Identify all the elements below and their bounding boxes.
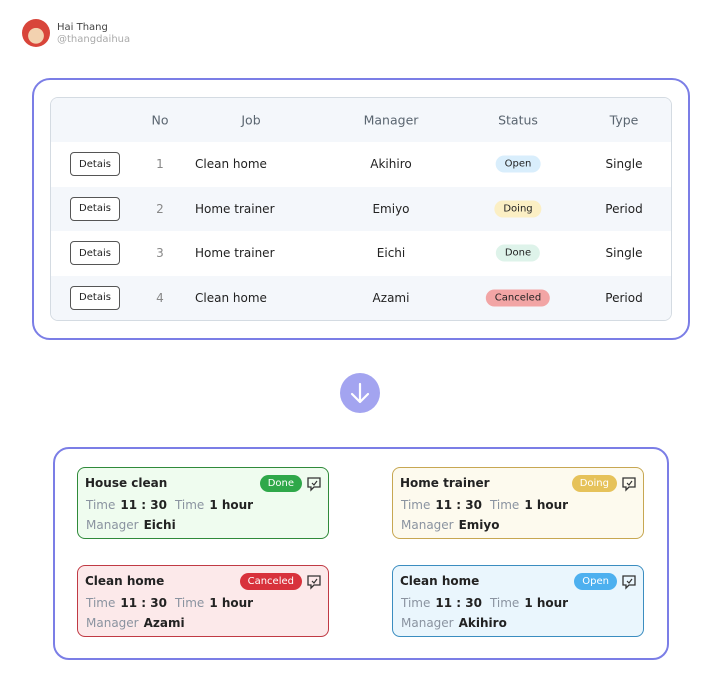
table-row: Detais 1 Clean home Akihiro Open Single — [51, 142, 671, 187]
duration-value: 1 hour — [524, 498, 569, 512]
table-header: No Job Manager Status Type — [51, 98, 671, 142]
time-label: Time — [401, 596, 431, 610]
job: Home trainer — [195, 246, 275, 261]
header-cell: Job — [241, 112, 261, 128]
status-badge: Done — [259, 475, 302, 492]
duration-value: 1 hour — [209, 596, 254, 610]
header-cell: Manager — [363, 112, 419, 128]
status-badge: Open — [574, 573, 617, 590]
manager-line: Manager Eichi — [86, 518, 184, 532]
manager-line: Manager Azami — [86, 616, 193, 630]
manager-label: Manager — [86, 518, 139, 532]
table-row: Detais 3 Home trainer Eichi Done Single — [51, 231, 671, 276]
manager: Akihiro — [370, 157, 412, 172]
manager-line: Manager Emiyo — [401, 518, 508, 532]
duration-value: 1 hour — [524, 596, 569, 610]
comment-icon[interactable] — [306, 476, 322, 492]
duration-label: Time — [489, 498, 520, 512]
table-row: Detais 2 Home trainer Emiyo Doing Period — [51, 186, 671, 231]
status-badge: Canceled — [485, 289, 551, 307]
row-number: 2 — [156, 201, 164, 216]
avatar — [22, 19, 50, 47]
card-title: House clean — [85, 476, 168, 490]
details-button[interactable]: Detais — [70, 196, 120, 221]
manager-label: Manager — [401, 518, 454, 532]
status-badge: Done — [495, 244, 541, 262]
time-line: Time 11 : 30 Time 1 hour — [401, 596, 576, 610]
manager: Eichi — [376, 246, 406, 261]
duration-label: Time — [174, 498, 205, 512]
time-label: Time — [401, 498, 431, 512]
type: Single — [605, 157, 643, 172]
manager-value: Emiyo — [458, 518, 500, 532]
comment-icon[interactable] — [621, 574, 637, 590]
header-cell: Type — [609, 112, 639, 128]
time-value: 11 : 30 — [435, 596, 482, 610]
time-label: Time — [86, 596, 116, 610]
manager-line: Manager Akihiro — [401, 616, 515, 630]
row-number: 1 — [156, 157, 164, 172]
time-line: Time 11 : 30 Time 1 hour — [86, 498, 261, 512]
row-number: 3 — [156, 246, 164, 261]
time-line: Time 11 : 30 Time 1 hour — [401, 498, 576, 512]
comment-icon[interactable] — [306, 574, 322, 590]
row-number: 4 — [156, 290, 164, 305]
table-frame — [32, 78, 690, 340]
job: Clean home — [195, 157, 267, 172]
time-value: 11 : 30 — [120, 596, 167, 610]
manager-value: Eichi — [143, 518, 176, 532]
type: Single — [605, 246, 643, 261]
card-title: Clean home — [85, 574, 165, 588]
status-badge: Doing — [571, 475, 617, 492]
table-row: Detais 4 Clean home Azami Canceled Period — [51, 275, 671, 320]
manager-value: Azami — [143, 616, 185, 630]
duration-label: Time — [174, 596, 205, 610]
card-title: Clean home — [400, 574, 480, 588]
manager-value: Akihiro — [458, 616, 507, 630]
time-line: Time 11 : 30 Time 1 hour — [86, 596, 261, 610]
details-button[interactable]: Detais — [70, 285, 120, 310]
author-name: Hai Thang — [57, 22, 108, 33]
author-handle: @thangdaihua — [57, 34, 131, 45]
duration-value: 1 hour — [209, 498, 254, 512]
manager-label: Manager — [401, 616, 454, 630]
header-cell: No — [151, 112, 169, 128]
type: Period — [605, 201, 643, 216]
status-badge: Canceled — [239, 573, 302, 590]
status-badge: Doing — [494, 200, 542, 218]
status-badge: Open — [495, 155, 541, 173]
table: No Job Manager Status Type Detais 1 Clean home A… — [50, 97, 672, 321]
details-button[interactable]: Detais — [70, 152, 120, 177]
duration-label: Time — [489, 596, 520, 610]
job: Home trainer — [195, 201, 275, 216]
job-card: Clean home Open Time 11 : 30 Time 1 hour Manag… — [392, 565, 644, 637]
job-card: Home trainer Doing Time 11 : 30 Time 1 hour Ma… — [392, 467, 644, 539]
manager-label: Manager — [86, 616, 139, 630]
details-button[interactable]: Detais — [70, 241, 120, 266]
arrow-down — [340, 373, 380, 413]
time-label: Time — [86, 498, 116, 512]
card-frame — [53, 447, 669, 660]
job-card: Clean home Canceled Time 11 : 30 Time 1 hour M… — [77, 565, 329, 637]
card-title: Home trainer — [400, 476, 490, 490]
manager: Emiyo — [372, 201, 410, 216]
time-value: 11 : 30 — [120, 498, 167, 512]
manager: Azami — [372, 290, 410, 305]
header-cell: Status — [498, 112, 538, 128]
type: Period — [605, 290, 643, 305]
comment-icon[interactable] — [621, 476, 637, 492]
time-value: 11 : 30 — [435, 498, 482, 512]
job: Clean home — [195, 290, 267, 305]
job-card: House clean Done Time 11 : 30 Time 1 hour Mana… — [77, 467, 329, 539]
